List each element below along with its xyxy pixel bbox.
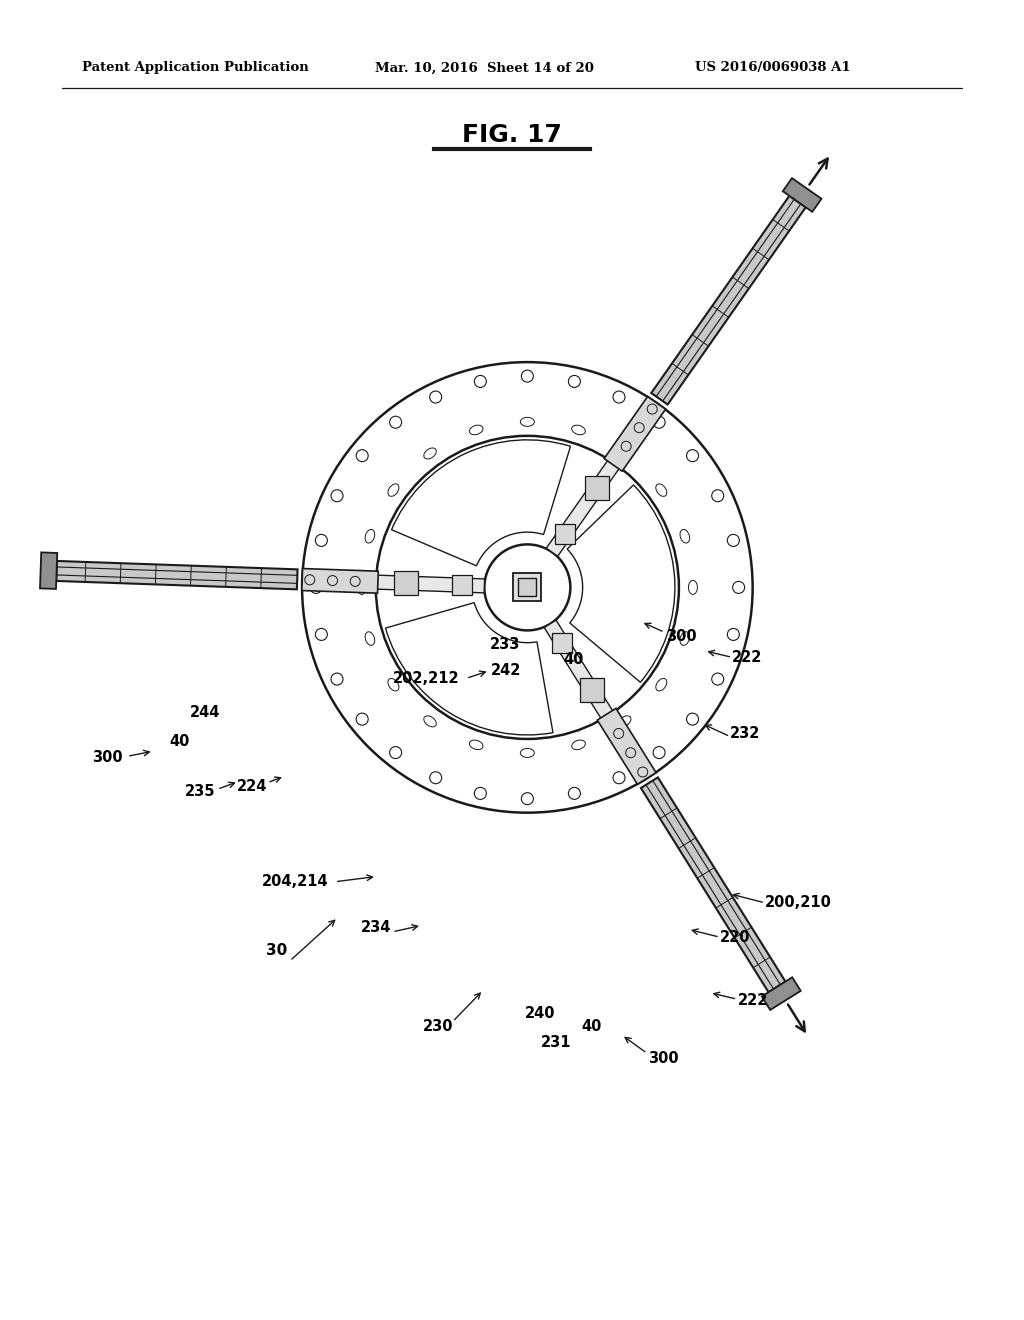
- Text: 40: 40: [582, 1019, 602, 1035]
- Polygon shape: [546, 459, 620, 556]
- Text: 300: 300: [666, 628, 696, 644]
- Polygon shape: [597, 709, 656, 784]
- Text: FIG. 17: FIG. 17: [462, 123, 562, 147]
- Bar: [513, 573, 542, 602]
- Polygon shape: [40, 552, 57, 589]
- Polygon shape: [651, 195, 806, 404]
- Text: 232: 232: [730, 726, 761, 742]
- Text: 30: 30: [266, 942, 287, 958]
- Text: Patent Application Publication: Patent Application Publication: [82, 62, 309, 74]
- Bar: [453, 576, 472, 595]
- Polygon shape: [56, 561, 298, 589]
- Polygon shape: [782, 178, 821, 213]
- Text: 230: 230: [423, 1019, 454, 1035]
- Wedge shape: [567, 484, 675, 682]
- Polygon shape: [641, 777, 785, 993]
- Text: 222: 222: [737, 993, 768, 1008]
- Text: 244: 244: [189, 705, 220, 721]
- Bar: [394, 572, 418, 595]
- Text: US 2016/0069038 A1: US 2016/0069038 A1: [695, 62, 851, 74]
- Wedge shape: [385, 603, 553, 735]
- Text: 234: 234: [360, 920, 391, 936]
- Text: 200,210: 200,210: [765, 895, 833, 911]
- Bar: [555, 524, 574, 544]
- Wedge shape: [391, 440, 570, 566]
- Polygon shape: [302, 569, 378, 593]
- Text: 224: 224: [237, 779, 267, 795]
- Circle shape: [517, 577, 538, 598]
- Text: 233: 233: [489, 636, 520, 652]
- Text: 300: 300: [92, 750, 123, 766]
- Text: 40: 40: [169, 734, 189, 750]
- Polygon shape: [544, 620, 613, 719]
- Bar: [518, 578, 537, 597]
- Bar: [552, 632, 571, 652]
- Polygon shape: [376, 576, 484, 593]
- Text: 300: 300: [648, 1051, 679, 1067]
- Polygon shape: [604, 396, 666, 471]
- Bar: [580, 678, 604, 702]
- Polygon shape: [762, 977, 801, 1010]
- Text: 204,214: 204,214: [261, 874, 329, 890]
- Text: 202,212: 202,212: [392, 671, 460, 686]
- Text: 240: 240: [524, 1006, 555, 1022]
- Text: 231: 231: [541, 1035, 571, 1051]
- Text: Mar. 10, 2016  Sheet 14 of 20: Mar. 10, 2016 Sheet 14 of 20: [375, 62, 594, 74]
- Text: 220: 220: [720, 929, 751, 945]
- Text: 235: 235: [184, 784, 215, 800]
- Text: 222: 222: [732, 649, 763, 665]
- Bar: [585, 475, 609, 500]
- Text: 242: 242: [490, 663, 521, 678]
- Text: 40: 40: [563, 652, 584, 668]
